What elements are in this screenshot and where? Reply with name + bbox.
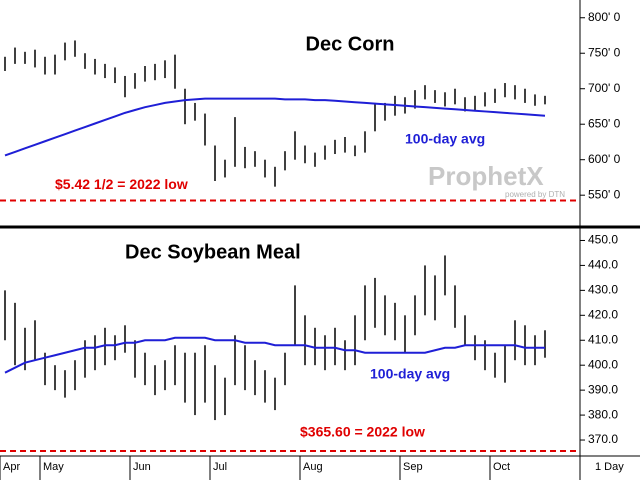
- y-tick-label: 400.0: [588, 357, 618, 371]
- y-tick-label: 380.0: [588, 407, 618, 421]
- x-tick-label: Jun: [133, 461, 151, 473]
- y-tick-label: 390.0: [588, 382, 618, 396]
- low-label: $365.60 = 2022 low: [300, 424, 425, 440]
- y-tick-label: 370.0: [588, 432, 618, 446]
- y-tick-label: 450.0: [588, 233, 618, 247]
- period-label: 1 Day: [595, 461, 624, 473]
- ma-label: 100-day avg: [370, 366, 450, 382]
- y-tick-label: 440.0: [588, 258, 618, 272]
- panel-title: Dec Soybean Meal: [125, 241, 301, 263]
- x-tick-label: Sep: [403, 461, 423, 473]
- x-tick-label: Aug: [303, 461, 323, 473]
- y-tick-label: 420.0: [588, 307, 618, 321]
- x-tick-label: Jul: [213, 461, 227, 473]
- y-tick-label: 550' 0: [588, 187, 621, 201]
- y-tick-label: 410.0: [588, 332, 618, 346]
- x-tick-label: May: [43, 461, 64, 473]
- y-tick-label: 600' 0: [588, 152, 621, 166]
- panel-title: Dec Corn: [306, 33, 395, 55]
- ma-label: 100-day avg: [405, 131, 485, 147]
- x-tick-label: Apr: [3, 461, 20, 473]
- watermark-note: powered by DTN: [505, 190, 565, 199]
- watermark: ProphetX: [428, 161, 544, 191]
- moving-average: [4, 336, 545, 374]
- y-tick-label: 650' 0: [588, 116, 621, 130]
- y-tick-label: 700' 0: [588, 81, 621, 95]
- moving-average: [4, 97, 546, 157]
- y-tick-label: 750' 0: [588, 45, 621, 59]
- low-label: $5.42 1/2 = 2022 low: [55, 176, 188, 192]
- y-tick-label: 800' 0: [588, 10, 621, 24]
- y-tick-label: 430.0: [588, 283, 618, 297]
- x-tick-label: Oct: [493, 461, 510, 473]
